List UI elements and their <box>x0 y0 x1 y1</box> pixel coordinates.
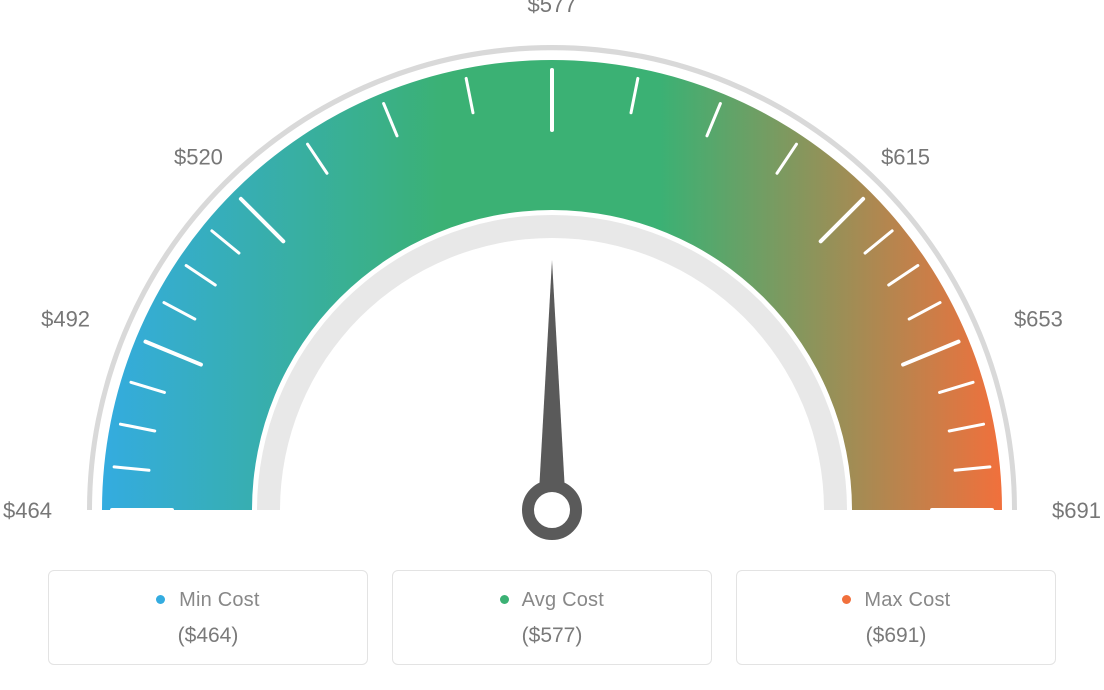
legend-title-avg: Avg Cost <box>403 589 701 612</box>
legend-card-avg: Avg Cost ($577) <box>392 570 712 665</box>
svg-text:$577: $577 <box>528 0 577 17</box>
gauge-chart: $464 $492 $520 $577 $615 $653 $691 <box>0 0 1104 560</box>
legend-value-avg: ($577) <box>403 624 701 648</box>
legend-row: Min Cost ($464) Avg Cost ($577) Max Cost… <box>0 570 1104 665</box>
svg-text:$520: $520 <box>174 144 223 169</box>
legend-label-avg: Avg Cost <box>522 589 604 611</box>
legend-dot-min <box>156 595 165 604</box>
legend-label-min: Min Cost <box>179 589 260 611</box>
legend-title-min: Min Cost <box>59 589 357 612</box>
legend-dot-max <box>842 595 851 604</box>
svg-text:$464: $464 <box>3 498 52 523</box>
legend-title-max: Max Cost <box>747 589 1045 612</box>
svg-text:$653: $653 <box>1014 307 1063 332</box>
legend-dot-avg <box>500 595 509 604</box>
svg-text:$492: $492 <box>41 307 90 332</box>
legend-value-max: ($691) <box>747 624 1045 648</box>
legend-card-max: Max Cost ($691) <box>736 570 1056 665</box>
gauge-svg: $464 $492 $520 $577 $615 $653 $691 <box>0 0 1104 560</box>
svg-text:$615: $615 <box>881 144 930 169</box>
legend-card-min: Min Cost ($464) <box>48 570 368 665</box>
legend-value-min: ($464) <box>59 624 357 648</box>
legend-label-max: Max Cost <box>864 589 950 611</box>
svg-text:$691: $691 <box>1052 498 1101 523</box>
